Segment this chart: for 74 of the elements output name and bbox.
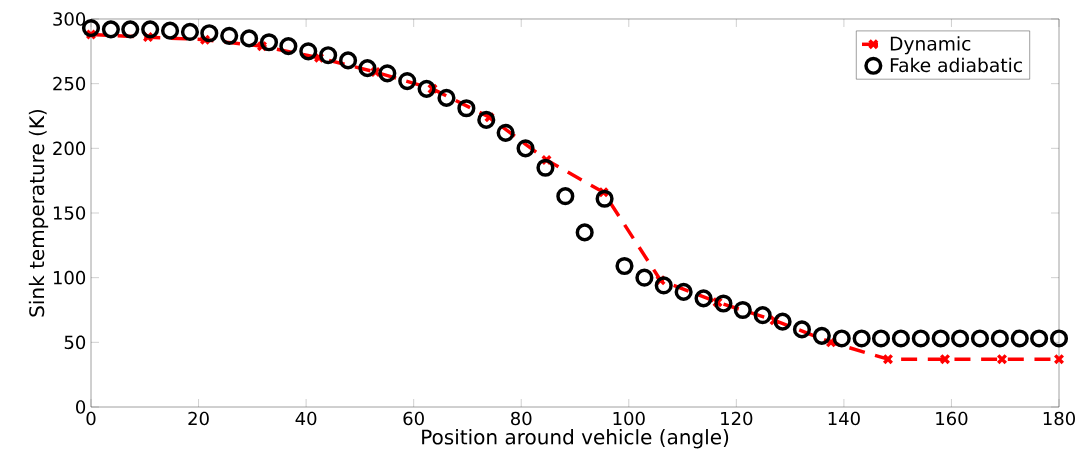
point	[635, 268, 654, 287]
point	[240, 29, 259, 48]
point	[970, 329, 990, 348]
point	[141, 20, 160, 39]
point	[931, 329, 950, 348]
point	[595, 189, 614, 208]
y-tick-label: 0	[76, 400, 86, 414]
point	[733, 300, 752, 320]
legend-label: Fake adiabatic	[890, 57, 1022, 73]
point	[950, 329, 970, 348]
point	[990, 329, 1009, 348]
point	[1030, 329, 1049, 348]
point	[556, 187, 575, 206]
x-tick-label: 160	[936, 411, 968, 426]
point	[299, 42, 318, 61]
point	[160, 21, 180, 40]
y-tick-label: 150	[53, 206, 86, 220]
point	[496, 123, 515, 142]
y-tick-label: 250	[53, 76, 86, 91]
point	[101, 20, 120, 39]
point	[437, 88, 456, 107]
y-tick-label: 200	[53, 141, 86, 156]
point	[516, 139, 535, 158]
point	[1049, 329, 1069, 348]
y-axis-title: Sink temperature (K)	[28, 109, 49, 317]
point	[812, 326, 831, 345]
point	[200, 24, 219, 43]
y-tick-label: 100	[53, 270, 86, 285]
point	[882, 353, 894, 365]
point	[694, 289, 713, 308]
point	[121, 20, 140, 39]
point	[338, 51, 358, 70]
point	[279, 37, 298, 56]
point	[1053, 353, 1065, 365]
point	[358, 59, 377, 78]
point	[319, 46, 338, 65]
point	[792, 320, 812, 339]
point	[911, 329, 930, 348]
point	[259, 33, 279, 52]
point	[891, 329, 910, 348]
point	[654, 276, 673, 295]
x-axis-title: Position around vehicle (angle)	[422, 429, 729, 449]
point	[180, 22, 200, 42]
point	[575, 223, 594, 242]
point	[378, 64, 397, 83]
point	[536, 158, 555, 177]
x-tick-label: 60	[403, 411, 424, 426]
point	[714, 294, 733, 313]
point	[773, 312, 792, 331]
point	[1010, 329, 1029, 348]
x-tick-label: 120	[721, 411, 753, 426]
point	[674, 282, 693, 301]
y-tick-label: 300	[53, 12, 86, 26]
legend-label: Dynamic	[890, 36, 971, 55]
point	[615, 256, 634, 276]
point	[477, 110, 496, 129]
x-tick-label: 0	[86, 411, 96, 426]
point	[220, 26, 239, 45]
x-tick-label: 40	[295, 411, 317, 426]
point	[871, 329, 891, 348]
point	[753, 306, 772, 325]
y-tick-label: 50	[64, 335, 86, 350]
point	[996, 353, 1008, 365]
point	[398, 72, 417, 91]
point	[832, 329, 851, 348]
point	[417, 79, 436, 98]
point	[852, 329, 871, 348]
x-tick-label: 180	[1043, 411, 1075, 426]
x-tick-label: 80	[511, 411, 532, 426]
point	[457, 99, 476, 118]
x-tick-label: 140	[828, 411, 860, 426]
point	[939, 353, 951, 365]
x-tick-label: 100	[613, 411, 645, 426]
x-tick-label: 20	[188, 411, 209, 426]
